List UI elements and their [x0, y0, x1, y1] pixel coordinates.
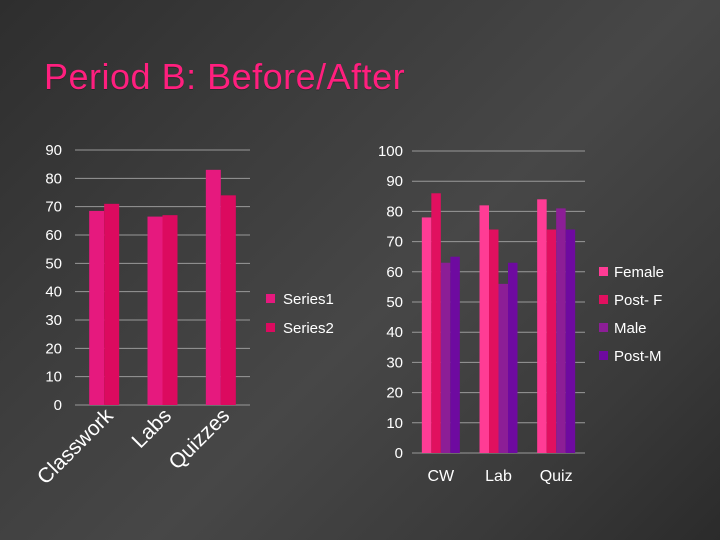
bar-post-f-cw	[431, 193, 441, 453]
y-tick-label: 50	[386, 294, 403, 311]
y-tick-label: 30	[45, 312, 62, 329]
bar-series1-labs	[147, 216, 163, 405]
y-tick-label: 80	[45, 170, 62, 187]
x-category-label: CW	[428, 468, 456, 485]
y-tick-label: 10	[45, 369, 62, 386]
legend-swatch-series1	[266, 294, 275, 303]
legend-swatch-post-f	[599, 295, 608, 304]
legend-label-post-f: Post- F	[614, 292, 662, 309]
legend-label-series2: Series2	[283, 320, 334, 337]
y-tick-label: 40	[45, 284, 62, 301]
bar-post-f-quiz	[546, 229, 557, 453]
y-tick-label: 100	[378, 143, 403, 160]
bar-post-f-lab	[489, 229, 499, 453]
y-tick-label: 20	[45, 340, 62, 357]
bar-male-lab	[498, 283, 508, 453]
bar-female-quiz	[537, 199, 547, 453]
y-tick-label: 60	[45, 227, 62, 244]
legend-swatch-female	[599, 267, 608, 276]
legend-label-series1: Series1	[283, 291, 334, 308]
bar-female-lab	[479, 205, 489, 453]
x-category-label: Lab	[485, 468, 512, 485]
x-category-label: Quiz	[540, 468, 573, 485]
bar-post-m-quiz	[565, 229, 576, 453]
bar-series2-quizzes	[220, 195, 236, 405]
y-tick-label: 60	[386, 264, 403, 281]
y-tick-label: 70	[386, 234, 403, 251]
bar-female-cw	[421, 217, 432, 453]
y-tick-label: 40	[386, 324, 403, 341]
bar-post-m-lab	[508, 262, 518, 453]
legend-swatch-series2	[266, 323, 275, 332]
bar-series2-labs	[162, 215, 178, 405]
y-tick-label: 50	[45, 255, 62, 272]
y-tick-label: 90	[386, 173, 403, 190]
bar-series1-classwork	[89, 210, 105, 405]
bar-male-quiz	[556, 208, 566, 453]
bar-series2-classwork	[104, 203, 120, 405]
y-tick-label: 20	[386, 385, 403, 402]
y-tick-label: 0	[54, 397, 62, 414]
y-tick-label: 80	[386, 203, 403, 220]
legend-label-post-m: Post-M	[614, 348, 662, 365]
y-tick-label: 70	[45, 199, 62, 216]
bar-series1-quizzes	[205, 169, 221, 405]
bar-male-cw	[440, 262, 451, 453]
y-tick-label: 0	[395, 445, 403, 462]
legend-swatch-post-m	[599, 351, 608, 360]
y-tick-label: 30	[386, 354, 403, 371]
y-tick-label: 90	[45, 142, 62, 159]
slide-title: Period B: Before/After	[44, 56, 406, 97]
legend-swatch-male	[599, 323, 608, 332]
legend-label-female: Female	[614, 264, 664, 281]
bar-post-m-cw	[450, 256, 460, 453]
y-tick-label: 10	[386, 415, 403, 432]
legend-label-male: Male	[614, 320, 647, 337]
